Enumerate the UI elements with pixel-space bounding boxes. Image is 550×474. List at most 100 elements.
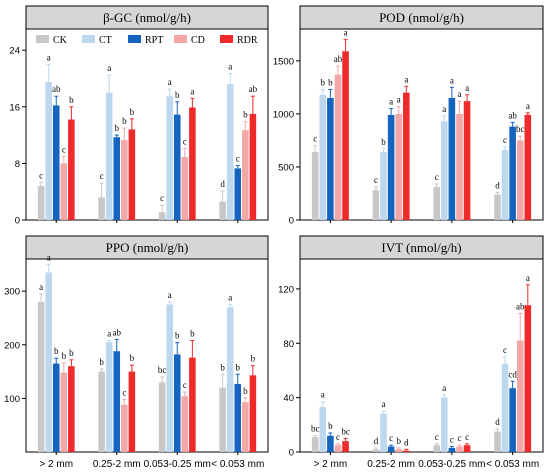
significance-label: c (39, 171, 43, 181)
significance-label: a (168, 77, 172, 87)
bar-RDR-1 (68, 119, 75, 220)
y-tick-label: 40 (283, 393, 294, 404)
significance-label: b (243, 386, 248, 396)
bar-CD-3 (456, 113, 463, 220)
bar-CD-4 (242, 130, 249, 220)
significance-label: a (389, 97, 393, 107)
bar-RPT-1 (52, 105, 60, 220)
significance-label: c (336, 432, 340, 442)
bar-CK-1 (311, 437, 319, 452)
bar-RPT-3 (173, 354, 181, 452)
significance-label: c (457, 433, 461, 443)
bar-CD-2 (395, 449, 403, 452)
y-tick-label: 24 (9, 46, 20, 57)
bar-RDR-3 (463, 101, 471, 220)
bar-RPT-3 (173, 114, 181, 220)
x-category-label: < 0.053 mm (486, 459, 539, 470)
bar-CT-3 (440, 397, 448, 452)
bar-RPT-4 (234, 383, 242, 452)
bar-CD-2 (395, 113, 403, 220)
x-category-label: > 2 mm (39, 459, 73, 470)
significance-label: c (503, 135, 507, 145)
bar-CD-4 (516, 340, 524, 452)
bar-RDR-3 (189, 357, 196, 452)
significance-label: b (175, 90, 180, 100)
legend-label-CK: CK (53, 35, 68, 46)
significance-label: c (435, 172, 439, 182)
bar-CK-3 (158, 212, 166, 220)
x-category-label: < 0.053 mm (211, 459, 264, 470)
legend-swatch-CK (36, 35, 49, 43)
significance-label: b (321, 77, 326, 87)
bar-RPT-1 (52, 363, 60, 452)
y-tick-label: 100 (4, 394, 20, 405)
bar-RDR-2 (128, 371, 136, 452)
bar-CT-3 (440, 121, 448, 220)
bar-CD-3 (181, 396, 189, 452)
significance-label: a (450, 75, 454, 85)
plot-frame (25, 258, 269, 453)
significance-label: a (228, 293, 232, 303)
bar-CK-4 (494, 431, 501, 452)
bar-RPT-2 (387, 114, 395, 220)
bar-RPT-1 (327, 97, 334, 220)
significance-label: b (69, 348, 74, 358)
bar-CT-4 (501, 363, 509, 452)
y-tick-label: 120 (278, 284, 294, 295)
bar-CT-2 (105, 342, 113, 452)
significance-label: b (54, 346, 59, 356)
significance-label: b (130, 107, 135, 117)
significance-label: a (382, 399, 386, 409)
legend-swatch-RDR (220, 35, 233, 43)
significance-label: a (228, 62, 232, 72)
x-category-label: 0.25-2 mm (93, 459, 141, 470)
bar-RPT-3 (448, 97, 456, 220)
significance-label: b (236, 362, 241, 372)
significance-label: a (321, 390, 325, 400)
x-category-label: 0.25-2 mm (367, 459, 415, 470)
panel-title: β-GC (nmol/g/h) (103, 10, 191, 25)
bar-CK-2 (372, 190, 380, 220)
significance-label: cd (508, 369, 517, 379)
bar-CK-1 (37, 301, 45, 452)
significance-label: a (47, 252, 51, 262)
bar-RPT-4 (509, 388, 516, 452)
bar-CT-2 (380, 413, 387, 452)
bar-CK-1 (311, 152, 319, 220)
y-tick-label: 80 (283, 339, 294, 350)
significance-label: a (442, 104, 446, 114)
significance-label: b (381, 137, 386, 147)
significance-label: b (328, 421, 333, 431)
bar-CK-2 (372, 449, 380, 452)
significance-label: a (344, 28, 348, 38)
bar-RPT-2 (387, 446, 395, 452)
significance-label: b (175, 331, 180, 341)
legend-swatch-RPT (128, 35, 141, 43)
y-tick-label: 0 (15, 216, 20, 227)
significance-label: ab (508, 110, 517, 120)
legend-swatch-CT (82, 35, 95, 43)
legend-label-RDR: RDR (237, 35, 258, 46)
significance-label: ab (249, 84, 258, 94)
bar-CT-1 (45, 272, 52, 452)
bar-CT-3 (166, 304, 173, 452)
bar-CD-1 (60, 163, 68, 220)
bar-CD-3 (456, 446, 463, 452)
y-tick-label: 500 (278, 162, 294, 173)
bar-CK-3 (158, 382, 166, 452)
bar-CK-3 (433, 187, 440, 220)
bar-CK-1 (37, 186, 45, 220)
bar-RDR-4 (524, 305, 532, 452)
significance-label: d (374, 436, 379, 446)
bar-CD-1 (60, 372, 68, 452)
bar-CD-2 (121, 140, 128, 220)
bar-RDR-4 (524, 114, 532, 220)
y-tick-label: 0 (289, 448, 294, 459)
significance-label: c (389, 433, 393, 443)
significance-label: c (435, 432, 439, 442)
bar-CT-2 (380, 152, 387, 220)
bar-CD-2 (121, 404, 128, 452)
significance-label: a (404, 74, 408, 84)
bar-RPT-4 (509, 126, 516, 220)
significance-label: c (183, 380, 187, 390)
